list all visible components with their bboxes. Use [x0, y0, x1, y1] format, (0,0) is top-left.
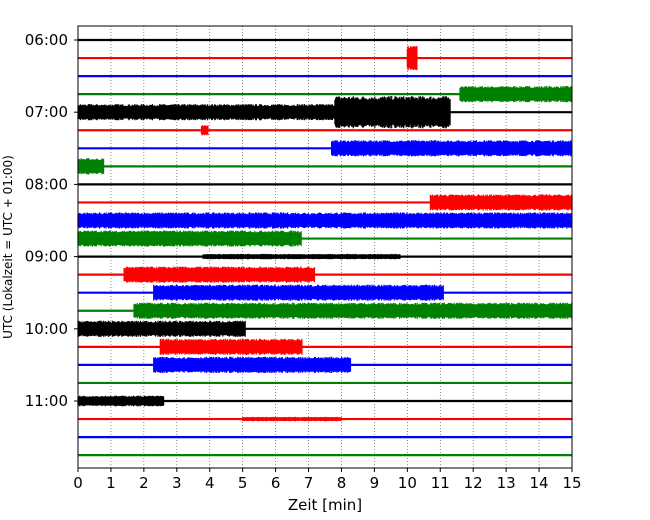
x-axis-ticks: 0 1 2 3 4 5 6 7 8 9 10 11 12 13 14 15 — [73, 468, 582, 492]
trace-signal — [77, 158, 105, 175]
plot-frame — [77, 25, 573, 469]
trace-signal — [200, 125, 209, 136]
trace-signal — [334, 96, 451, 129]
trace-signal — [77, 320, 246, 337]
trace-signal — [133, 302, 573, 319]
trace-rows — [77, 38, 573, 457]
trace-signal — [123, 266, 316, 283]
trace-signal — [77, 212, 573, 229]
trace-signal — [242, 416, 342, 422]
trace-row — [78, 194, 573, 211]
y-tick-label: 08:00 — [25, 175, 68, 193]
trace-signal — [406, 45, 418, 71]
trace-row — [77, 320, 572, 337]
trace-row — [78, 356, 572, 373]
y-tick-label: 06:00 — [25, 31, 68, 49]
x-axis-label: Zeit [min] — [288, 496, 362, 514]
x-tick-label: 9 — [370, 474, 380, 492]
trace-signal — [202, 253, 401, 260]
trace-row — [78, 45, 572, 71]
trace-row — [78, 284, 572, 301]
y-axis-ticks: 06:00 07:00 08:00 09:00 10:00 11:00 — [25, 31, 78, 410]
trace-signal — [459, 86, 572, 103]
trace-row — [78, 338, 572, 355]
x-tick-label: 4 — [205, 474, 215, 492]
x-tick-label: 3 — [172, 474, 182, 492]
trace-signal — [77, 395, 165, 407]
trace-row — [78, 86, 572, 103]
trace-row — [77, 212, 573, 229]
x-tick-label: 15 — [562, 474, 581, 492]
x-tick-label: 11 — [431, 474, 450, 492]
x-tick-label: 0 — [73, 474, 83, 492]
trace-signal — [77, 104, 336, 121]
x-tick-label: 14 — [530, 474, 549, 492]
trace-row — [78, 266, 572, 283]
x-tick-label: 12 — [464, 474, 483, 492]
trace-row — [78, 125, 572, 136]
x-tick-label: 10 — [398, 474, 417, 492]
x-tick-label: 6 — [271, 474, 281, 492]
trace-signal — [77, 230, 302, 247]
trace-signal — [153, 284, 444, 301]
trace-signal — [153, 356, 352, 373]
y-tick-label: 09:00 — [25, 248, 68, 266]
x-tick-label: 8 — [337, 474, 347, 492]
trace-row — [78, 253, 572, 260]
y-tick-label: 11:00 — [25, 392, 68, 410]
x-tick-label: 2 — [139, 474, 149, 492]
trace-row — [78, 302, 573, 319]
x-tick-label: 13 — [497, 474, 516, 492]
y-tick-label: 10:00 — [25, 320, 68, 338]
x-tick-label: 1 — [106, 474, 116, 492]
trace-signal — [429, 194, 573, 211]
y-axis-label: UTC (Lokalzeit = UTC + 01:00) — [1, 155, 15, 339]
x-tick-label: 5 — [238, 474, 248, 492]
trace-row — [78, 416, 572, 422]
trace-signal — [331, 140, 573, 157]
y-tick-label: 07:00 — [25, 103, 68, 121]
trace-signal — [159, 338, 303, 355]
x-tick-label: 7 — [304, 474, 314, 492]
trace-row — [78, 140, 573, 157]
